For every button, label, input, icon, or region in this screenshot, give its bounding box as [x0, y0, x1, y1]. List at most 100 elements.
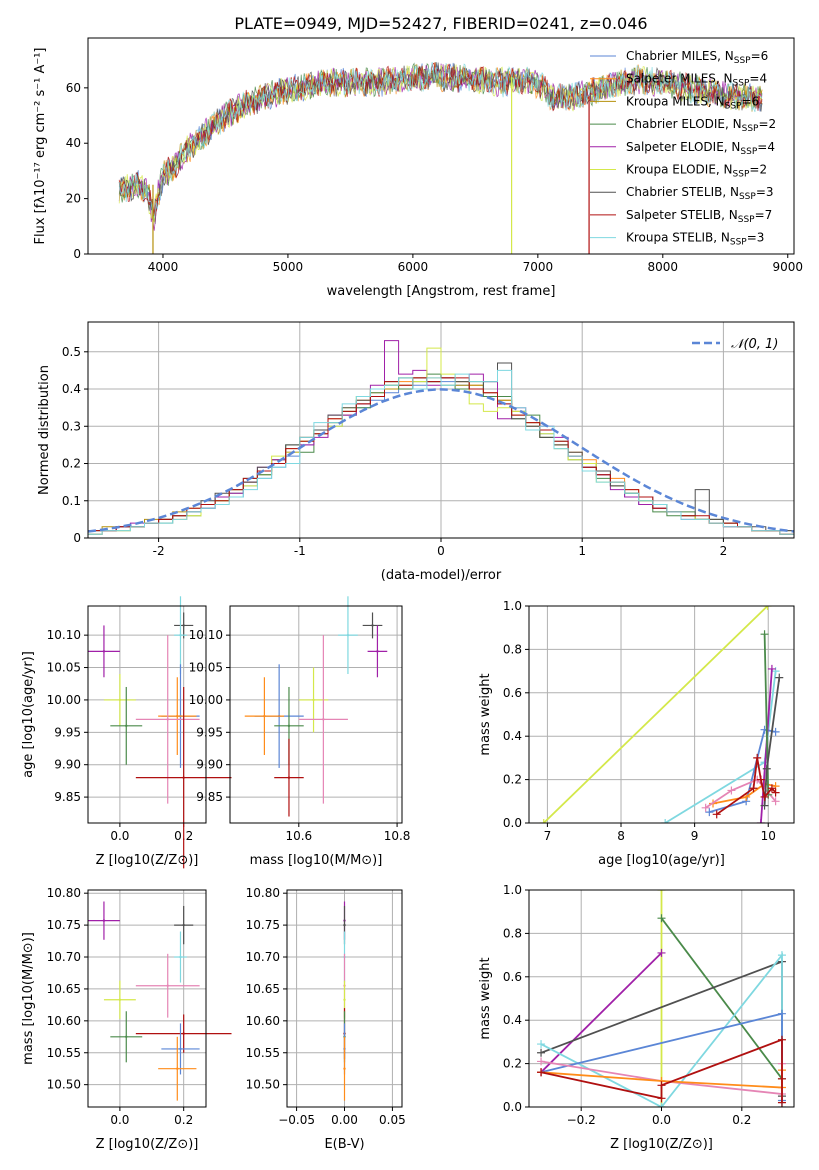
y-tick-label: 0.3 [62, 419, 81, 433]
weight-line [540, 952, 663, 1073]
point-marker [343, 998, 346, 1001]
weight-marker [705, 808, 714, 817]
data-point [135, 635, 200, 804]
weight-line [660, 917, 783, 1080]
weight-marker [537, 1068, 546, 1077]
ebv-mass-axes: −0.05 0.00 0.05 10.50 10.55 10.60 10.65 10.70 10… [246, 886, 406, 1152]
weight-marker [771, 797, 780, 806]
data-point [174, 931, 187, 983]
legend-label: Chabrier ELODIE, NSSP=2 [626, 117, 776, 134]
y-tick-label: 0.4 [62, 382, 81, 396]
data-point [174, 905, 194, 945]
weight-marker [756, 819, 765, 823]
data-point [274, 738, 304, 817]
data-point [158, 1036, 197, 1101]
data-point [174, 612, 194, 639]
data-point [88, 901, 120, 940]
weight-marker [777, 1035, 786, 1044]
y-tick-label: 9.95 [196, 725, 223, 739]
age-weight-axes: 7 8 9 10 0.0 0.2 0.4 0.6 0.8 1.0 age [log10(age/yr… [478, 599, 795, 868]
weight-marker [760, 801, 769, 810]
y-tick-label: 40 [66, 136, 81, 150]
legend-label: 𝒩(0, 1) [731, 337, 778, 352]
y-tick-label: 10.50 [246, 1078, 280, 1092]
weight-line [543, 606, 769, 823]
x-tick-label: 0.2 [174, 1113, 193, 1127]
x-tick-label: 9 [691, 829, 699, 843]
axes-frame [229, 605, 403, 824]
ebv-mass-points [343, 901, 346, 1101]
x-tick-label: 0.2 [732, 1113, 751, 1127]
y-axis-label: Normed distribution [37, 365, 52, 495]
weight-marker [537, 1057, 546, 1066]
weight-marker [763, 606, 772, 610]
y-axis-label: Flux [fλ10⁻¹⁷ erg cm⁻² s⁻¹ A⁻¹] [33, 48, 48, 245]
point-marker [179, 955, 182, 959]
data-point [135, 953, 200, 1018]
y-tick-label: 0.4 [503, 1013, 522, 1027]
point-marker [322, 718, 325, 721]
axes-frame [528, 605, 795, 824]
axes-frame [87, 37, 795, 255]
spectrum-lines [118, 62, 763, 254]
legend-label: Chabrier STELIB, NSSP=3 [626, 185, 774, 202]
y-tick-label: 0 [73, 531, 81, 545]
y-tick-label: 20 [66, 192, 81, 206]
weight-marker [767, 784, 776, 793]
point-marker [179, 1047, 182, 1051]
weight-marker [762, 764, 771, 773]
y-tick-label: 10.55 [47, 1046, 81, 1060]
y-tick-label: 9.90 [54, 758, 81, 772]
weight-marker [771, 788, 780, 797]
x-tick-label: -1 [294, 544, 306, 558]
legend-label: Salpeter MILES, NSSP=4 [626, 72, 767, 89]
y-tick-label: 10.75 [47, 918, 81, 932]
y-tick-label: 9.90 [196, 758, 223, 772]
legend-label: Kroupa STELIB, NSSP=3 [626, 231, 764, 248]
x-tick-label: −0.2 [567, 1113, 596, 1127]
weight-marker [712, 810, 721, 819]
data-point [103, 980, 136, 1019]
axes-frame [286, 889, 403, 1108]
weight-marker [753, 753, 762, 762]
z-weight-series [537, 890, 786, 1107]
x-tick-label: 0.0 [110, 829, 129, 843]
point-marker [376, 650, 379, 653]
x-tick-label: 9000 [772, 260, 803, 274]
weight-marker [657, 890, 666, 894]
y-tick-label: 0.0 [503, 816, 522, 830]
x-axis-label: age [log10(age/yr)] [598, 853, 725, 868]
x-tick-label: -2 [153, 544, 165, 558]
weight-marker [767, 664, 776, 673]
x-tick-label: 0 [437, 544, 445, 558]
legend-label: Salpeter ELODIE, NSSP=4 [626, 140, 775, 157]
weight-marker [749, 784, 758, 793]
point-marker [118, 698, 122, 702]
weight-marker [657, 1103, 666, 1107]
point-marker [125, 724, 128, 728]
x-tick-label: 8000 [648, 260, 679, 274]
weight-marker [657, 914, 666, 923]
weight-marker [537, 1040, 546, 1049]
point-marker [166, 718, 169, 721]
x-tick-label: −0.05 [278, 1113, 315, 1127]
y-tick-label: 10.05 [189, 661, 223, 675]
y-tick-label: 1.0 [503, 599, 522, 613]
y-tick-label: 10.10 [189, 628, 223, 642]
y-tick-label: 10.55 [246, 1046, 280, 1060]
y-tick-label: 10.60 [47, 1014, 81, 1028]
weight-marker [657, 1081, 666, 1090]
legend-label: Chabrier MILES, NSSP=6 [626, 49, 768, 66]
normal-curve [88, 388, 794, 533]
weight-marker [771, 667, 780, 676]
plot-layer: 4000 5000 6000 7000 8000 90000204060wavelengt… [21, 37, 803, 1152]
z-age-points [88, 596, 232, 869]
point-marker [287, 724, 291, 728]
data-point [110, 1011, 143, 1063]
axes-frame [87, 321, 795, 539]
weight-line [712, 782, 776, 805]
point-marker [176, 714, 179, 718]
y-axis-label: mass weight [478, 957, 493, 1039]
data-point [343, 1036, 346, 1101]
